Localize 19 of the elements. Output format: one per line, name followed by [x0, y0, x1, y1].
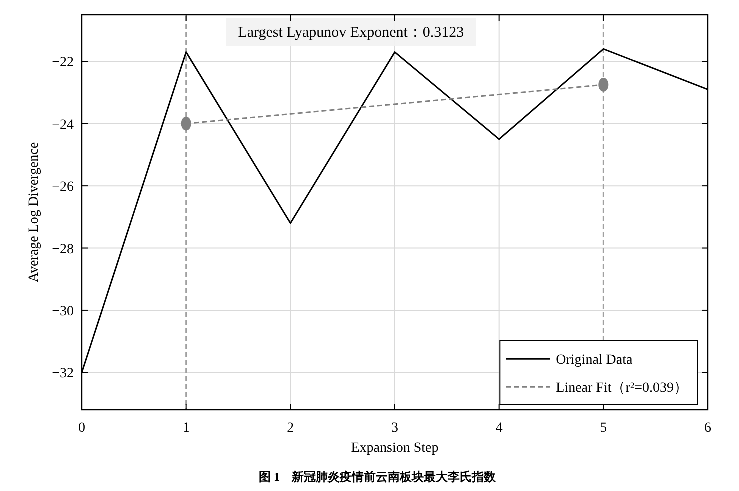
annotation: Largest Lyapunov Exponent：0.3123 — [238, 25, 464, 41]
x-tick-label: 3 — [392, 421, 398, 436]
legend-label: Linear Fit（r²=0.039） — [556, 381, 688, 396]
x-tick-label: 5 — [600, 421, 608, 436]
x-axis-title: Expansion Step — [351, 441, 439, 456]
y-tick-label: −22 — [52, 56, 74, 71]
legend-label: Original Data — [556, 353, 634, 368]
x-tick-label: 2 — [287, 421, 294, 436]
x-tick-label: 0 — [78, 421, 86, 436]
x-tick-label: 1 — [182, 421, 190, 436]
y-tick-label: −26 — [52, 180, 74, 196]
y-axis-title: Average Log Divergence — [27, 142, 42, 283]
y-tick-label: −32 — [52, 366, 74, 382]
x-tick-label: 6 — [704, 421, 712, 436]
y-tick-label: −30 — [52, 304, 74, 320]
y-tick-label: −28 — [52, 242, 74, 258]
y-tick-label: −24 — [52, 118, 74, 133]
x-tick-label: 4 — [496, 421, 503, 436]
caption: 图 1 新冠肺炎疫情前云南板块最大李氏指数 — [259, 470, 497, 484]
